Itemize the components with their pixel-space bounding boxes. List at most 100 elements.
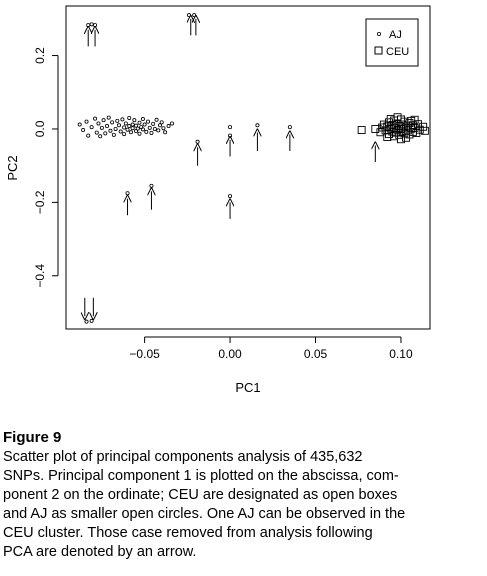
aj-point — [255, 123, 260, 128]
aj-point — [159, 120, 164, 125]
aj-point — [93, 116, 98, 121]
aj-point — [96, 121, 101, 126]
x-axis: −0.05 0.00 0.05 0.10 — [129, 336, 413, 361]
ceu-point — [419, 122, 428, 131]
legend: AJ CEU — [365, 18, 419, 67]
aj-point — [128, 130, 133, 135]
aj-point — [122, 125, 127, 130]
aj-point — [195, 139, 200, 144]
aj-point — [228, 194, 233, 199]
ceu-point — [408, 121, 417, 130]
aj-point — [144, 129, 149, 134]
aj-point — [93, 23, 98, 28]
ceu-point — [420, 126, 429, 135]
aj-point — [101, 118, 106, 123]
aj-point — [106, 115, 111, 120]
aj-point — [108, 128, 113, 133]
aj-point — [99, 125, 104, 130]
x-tick-label: 0.10 — [389, 347, 413, 361]
aj-point — [116, 123, 121, 128]
legend-entry-ceu: CEU — [386, 46, 409, 58]
ceu-point — [357, 126, 366, 135]
aj-point — [228, 133, 233, 138]
aj-point — [103, 131, 108, 136]
aj-point — [105, 124, 110, 129]
caption-line: ponent 2 on the ordinate; CEU are design… — [3, 487, 398, 503]
aj-point — [127, 115, 132, 120]
aj-point — [152, 126, 157, 131]
ceu-point — [396, 135, 405, 144]
caption-line: and AJ as smaller open circles. One AJ c… — [3, 506, 406, 522]
aj-point — [86, 133, 91, 138]
y-tick-label: 0.0 — [33, 120, 47, 137]
legend-aj-marker — [376, 32, 381, 37]
ceu-point — [410, 115, 419, 124]
legend-box — [365, 18, 419, 67]
legend-ceu-marker — [374, 46, 383, 55]
aj-point — [151, 121, 156, 126]
aj-point — [166, 124, 171, 129]
plot-frame — [65, 5, 431, 330]
aj-point — [156, 128, 161, 133]
pca-scatter-chart: −0.05 0.00 0.05 0.10 −0.4 −0.2 0.0 0.2 PC1 PC2… — [5, 5, 431, 395]
aj-point — [134, 123, 139, 128]
y-axis-label: PC2 — [5, 155, 20, 180]
aj-point — [84, 319, 89, 324]
aj-point — [163, 130, 168, 135]
aj-point — [154, 117, 159, 122]
caption-text: Scatter plot of principal components ana… — [3, 448, 485, 562]
aj-point — [89, 22, 94, 27]
aj-point — [89, 125, 94, 130]
aj-point — [111, 132, 116, 137]
y-tick-label: 0.2 — [33, 47, 47, 64]
aj-point — [110, 120, 115, 125]
aj-point — [169, 121, 174, 126]
aj-point — [287, 125, 292, 130]
aj-point — [161, 126, 166, 131]
y-tick-label: −0.2 — [33, 190, 47, 214]
aj-point — [187, 13, 192, 18]
aj-point — [142, 122, 147, 127]
ceu-point — [386, 115, 395, 124]
aj-point — [89, 318, 94, 323]
ceu-point — [390, 123, 399, 132]
x-tick-label: −0.05 — [129, 347, 160, 361]
aj-point — [137, 131, 142, 136]
aj-point — [132, 118, 137, 123]
aj-point — [228, 125, 233, 130]
ceu-point — [376, 128, 385, 137]
x-tick-label: 0.05 — [304, 347, 328, 361]
aj-point — [113, 126, 118, 131]
aj-point — [137, 120, 142, 125]
caption-line: CEU cluster. Those case removed from ana… — [3, 525, 373, 541]
x-axis-label: PC1 — [235, 380, 260, 395]
caption-line: PCA are denoted by an arrow. — [3, 544, 197, 560]
aj-point — [94, 130, 99, 135]
x-tick-label: 0.00 — [218, 347, 242, 361]
aj-point — [192, 13, 197, 18]
aj-point — [157, 123, 162, 128]
figure-title: Figure 9 — [3, 429, 62, 446]
caption-line: SNPs. Principal component 1 is plotted o… — [3, 468, 399, 484]
exclusion-arrows — [85, 19, 376, 316]
caption-line: Scatter plot of principal components ana… — [3, 449, 363, 465]
aj-point — [140, 117, 145, 122]
aj-point — [125, 127, 130, 132]
legend-entry-aj: AJ — [389, 29, 402, 41]
ceu-point — [383, 133, 392, 141]
aj-point — [147, 125, 152, 130]
aj-point — [84, 119, 89, 124]
aj-point — [135, 126, 140, 131]
y-axis: −0.4 −0.2 0.0 0.2 — [33, 47, 59, 288]
y-tick-label: −0.4 — [33, 264, 47, 288]
aj-point — [122, 132, 127, 137]
aj-point — [115, 118, 120, 123]
aj-point — [149, 130, 154, 135]
figure-caption: Figure 9 Scatter plot of principal compo… — [3, 428, 485, 562]
aj-point — [146, 119, 151, 124]
aj-point — [123, 121, 128, 126]
aj-point — [81, 128, 86, 133]
aj-point — [140, 127, 145, 132]
aj-point — [125, 191, 130, 196]
aj-point — [149, 183, 154, 188]
